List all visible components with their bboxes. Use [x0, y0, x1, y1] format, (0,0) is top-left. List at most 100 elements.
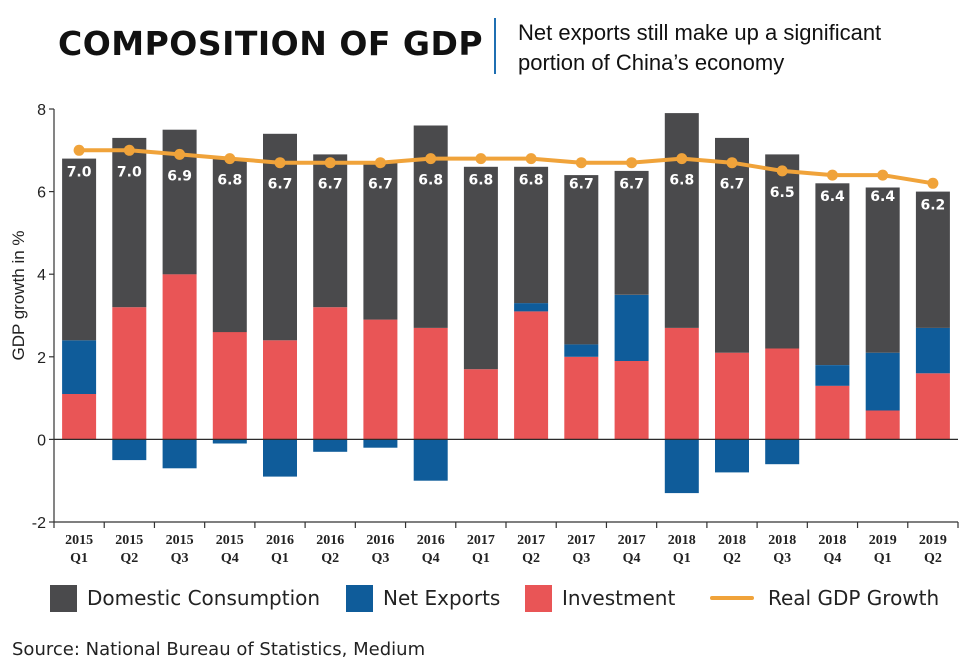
real-gdp-growth-label: 7.0	[117, 164, 142, 180]
bar-segment-domestic-consumption	[614, 170, 649, 295]
bar-segment-domestic-consumption	[62, 158, 97, 341]
real-gdp-growth-label: 6.8	[669, 173, 694, 189]
real-gdp-growth-point	[425, 153, 437, 165]
title-divider	[494, 18, 496, 74]
bar-segment-domestic-consumption	[664, 113, 699, 328]
real-gdp-growth-point	[174, 148, 186, 160]
x-tick-label-year: 2017	[618, 533, 646, 548]
real-gdp-growth-point	[274, 157, 286, 169]
bar-segment-domestic-consumption	[313, 154, 348, 308]
x-tick-label-year: 2016	[316, 533, 344, 548]
y-axis: -2 0 2 4 6 8	[32, 102, 55, 532]
real-gdp-growth-label: 6.2	[920, 197, 945, 213]
legend-swatch-investment	[525, 584, 552, 612]
bar-segment-net-exports	[363, 439, 398, 448]
chart-title: COMPOSITION OF GDP	[58, 24, 484, 63]
x-tick-label-year: 2017	[517, 533, 545, 548]
bar-segment-investment	[363, 319, 398, 440]
bar-segment-net-exports	[112, 439, 147, 461]
legend-label-real-gdp-growth: Real GDP Growth	[768, 586, 940, 610]
x-tick-label-quarter: Q1	[874, 551, 892, 566]
real-gdp-growth-point	[676, 153, 688, 165]
real-gdp-growth-line-group: 7.0 7.0 6.9 6.8 6.7 6.7 6.7 6.8 6.8 6.8 6.7 6.7 6.8 6…	[67, 144, 945, 213]
legend-item-real-gdp-growth: Real GDP Growth	[710, 583, 939, 613]
real-gdp-growth-label: 6.7	[569, 177, 594, 193]
real-gdp-growth-point	[927, 177, 939, 189]
real-gdp-growth-point	[776, 165, 788, 177]
bar-segment-net-exports	[212, 439, 247, 444]
x-tick-label-quarter: Q4	[623, 551, 641, 566]
bar-segment-net-exports	[614, 294, 649, 361]
bar-segment-net-exports	[263, 439, 297, 477]
x-tick-label-quarter: Q4	[422, 551, 440, 566]
real-gdp-growth-point	[525, 153, 537, 165]
bar-segment-net-exports	[865, 352, 900, 411]
bar-segment-domestic-consumption	[263, 133, 297, 341]
real-gdp-growth-label: 7.0	[67, 164, 92, 180]
y-tick-label: 0	[37, 432, 46, 449]
y-tick-label: 4	[37, 267, 46, 284]
bar-segment-net-exports	[564, 344, 599, 357]
bar-segment-investment	[162, 274, 197, 440]
x-tick-label-year: 2019	[919, 533, 947, 548]
x-tick-label-year: 2015	[166, 533, 194, 548]
y-axis-title-group: GDP growth in %	[9, 230, 28, 360]
x-tick-label-year: 2018	[818, 533, 846, 548]
bar-segment-investment	[865, 410, 900, 440]
bar-segment-net-exports	[514, 303, 549, 312]
x-tick-label-quarter: Q1	[271, 551, 289, 566]
legend: Domestic Consumption Net Exports Investm…	[40, 583, 960, 613]
real-gdp-growth-point	[626, 157, 638, 169]
bar-segment-investment	[664, 327, 699, 440]
bar-segment-investment	[715, 352, 749, 440]
bar-segment-investment	[564, 356, 599, 440]
bar-segment-investment	[463, 369, 498, 440]
real-gdp-growth-point	[224, 153, 236, 165]
bar-segment-domestic-consumption	[463, 166, 498, 370]
bar-segment-net-exports	[62, 340, 97, 394]
bar-segment-domestic-consumption	[865, 187, 900, 353]
real-gdp-growth-label: 6.9	[167, 168, 192, 184]
x-tick-label-quarter: Q3	[572, 551, 590, 566]
legend-line-real-gdp-growth	[710, 596, 754, 600]
bar-segment-investment	[212, 332, 247, 440]
x-axis: 2015 Q1 2015 Q2 2015 Q3 2015 Q4 2016 Q1 2016 Q2 2016…	[53, 521, 959, 566]
legend-swatch-net-exports	[346, 584, 373, 612]
y-tick-label: 8	[37, 102, 46, 119]
real-gdp-growth-label: 6.4	[870, 189, 895, 205]
bar-segment-net-exports	[664, 439, 699, 494]
bar-segment-investment	[765, 348, 800, 440]
legend-item-investment: Investment	[525, 583, 675, 613]
real-gdp-growth-point	[475, 153, 487, 165]
bar-series-group	[62, 113, 950, 494]
bar-segment-domestic-consumption	[514, 166, 549, 304]
x-tick-label-year: 2017	[567, 533, 595, 548]
x-tick-label-year: 2018	[718, 533, 746, 548]
bar-segment-investment	[614, 360, 649, 440]
gdp-composition-chart: -2 0 2 4 6 8 7.0 7.0 6.9 6.8 6.7 6.7 6.7 6.8 6.8 6.8 6.…	[9, 102, 959, 566]
x-tick-label-year: 2016	[417, 533, 445, 548]
bar-segment-net-exports	[313, 439, 348, 452]
real-gdp-growth-label: 6.5	[770, 185, 795, 201]
y-tick-label: -2	[32, 515, 46, 532]
real-gdp-growth-point	[374, 157, 386, 169]
legend-label-investment: Investment	[562, 586, 676, 610]
real-gdp-growth-label: 6.8	[418, 173, 443, 189]
real-gdp-growth-point	[123, 144, 135, 156]
x-tick-label-year: 2015	[65, 533, 93, 548]
bar-segment-domestic-consumption	[564, 175, 599, 345]
real-gdp-growth-label: 6.7	[268, 177, 293, 193]
bar-segment-net-exports	[162, 439, 197, 469]
legend-item-domestic-consumption: Domestic Consumption	[50, 583, 320, 613]
bar-segment-net-exports	[915, 327, 950, 374]
bar-segment-domestic-consumption	[765, 154, 800, 349]
real-gdp-growth-label: 6.7	[720, 177, 745, 193]
real-gdp-growth-label: 6.4	[820, 189, 845, 205]
real-gdp-growth-line	[77, 148, 935, 186]
real-gdp-growth-label: 6.7	[318, 177, 343, 193]
y-tick-label: 2	[37, 350, 46, 367]
bar-segment-investment	[915, 373, 950, 440]
x-tick-label-year: 2018	[768, 533, 796, 548]
x-tick-label-quarter: Q2	[723, 551, 741, 566]
bar-segment-net-exports	[413, 439, 448, 481]
